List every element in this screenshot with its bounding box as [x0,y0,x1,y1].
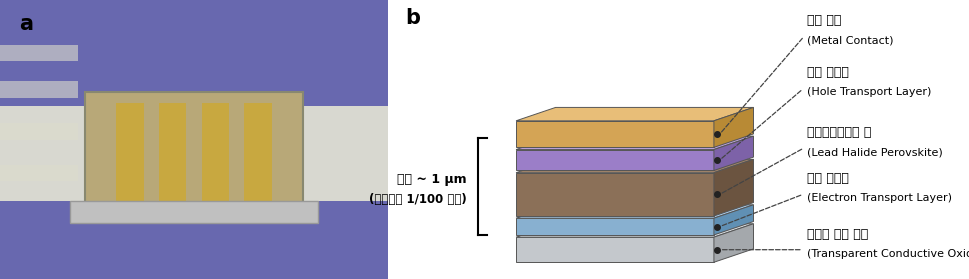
Text: 정공 수송층: 정공 수송층 [806,66,848,79]
Text: a: a [19,14,33,34]
Text: b: b [405,8,420,28]
Polygon shape [713,224,753,262]
FancyBboxPatch shape [0,165,78,181]
Text: 산화물 투명 전극: 산화물 투명 전극 [806,228,867,241]
Text: (Transparent Conductive Oxide): (Transparent Conductive Oxide) [806,249,969,259]
FancyBboxPatch shape [244,103,271,204]
Polygon shape [0,0,388,106]
FancyBboxPatch shape [70,201,318,223]
Polygon shape [516,136,753,150]
Text: 두께 ~ 1 μm: 두께 ~ 1 μm [396,173,466,186]
Polygon shape [516,107,753,121]
Polygon shape [516,121,713,147]
FancyBboxPatch shape [202,103,229,204]
Polygon shape [713,205,753,235]
Text: (Lead Halide Perovskite): (Lead Halide Perovskite) [806,147,942,157]
Polygon shape [516,205,753,218]
Polygon shape [516,224,753,237]
Polygon shape [516,173,713,216]
Text: (Metal Contact): (Metal Contact) [806,35,892,45]
Text: 페로브스카이트 층: 페로브스카이트 층 [806,126,870,139]
Text: (Hole Transport Layer): (Hole Transport Layer) [806,87,930,97]
Polygon shape [516,218,713,235]
Polygon shape [516,150,713,170]
Text: (Electron Transport Layer): (Electron Transport Layer) [806,193,951,203]
Polygon shape [0,201,388,279]
Polygon shape [713,136,753,170]
FancyBboxPatch shape [0,123,78,140]
Polygon shape [713,159,753,216]
Text: 전자 수송층: 전자 수송층 [806,172,848,185]
Text: (머리카락 1/100 두께): (머리카락 1/100 두께) [368,193,466,206]
Polygon shape [516,159,753,173]
FancyBboxPatch shape [116,103,143,204]
Polygon shape [516,237,713,262]
Text: 금속 전극: 금속 전극 [806,15,840,27]
FancyBboxPatch shape [0,0,388,279]
FancyBboxPatch shape [0,81,78,98]
FancyBboxPatch shape [159,103,186,204]
FancyBboxPatch shape [0,45,78,61]
FancyBboxPatch shape [85,92,302,209]
Polygon shape [713,107,753,147]
